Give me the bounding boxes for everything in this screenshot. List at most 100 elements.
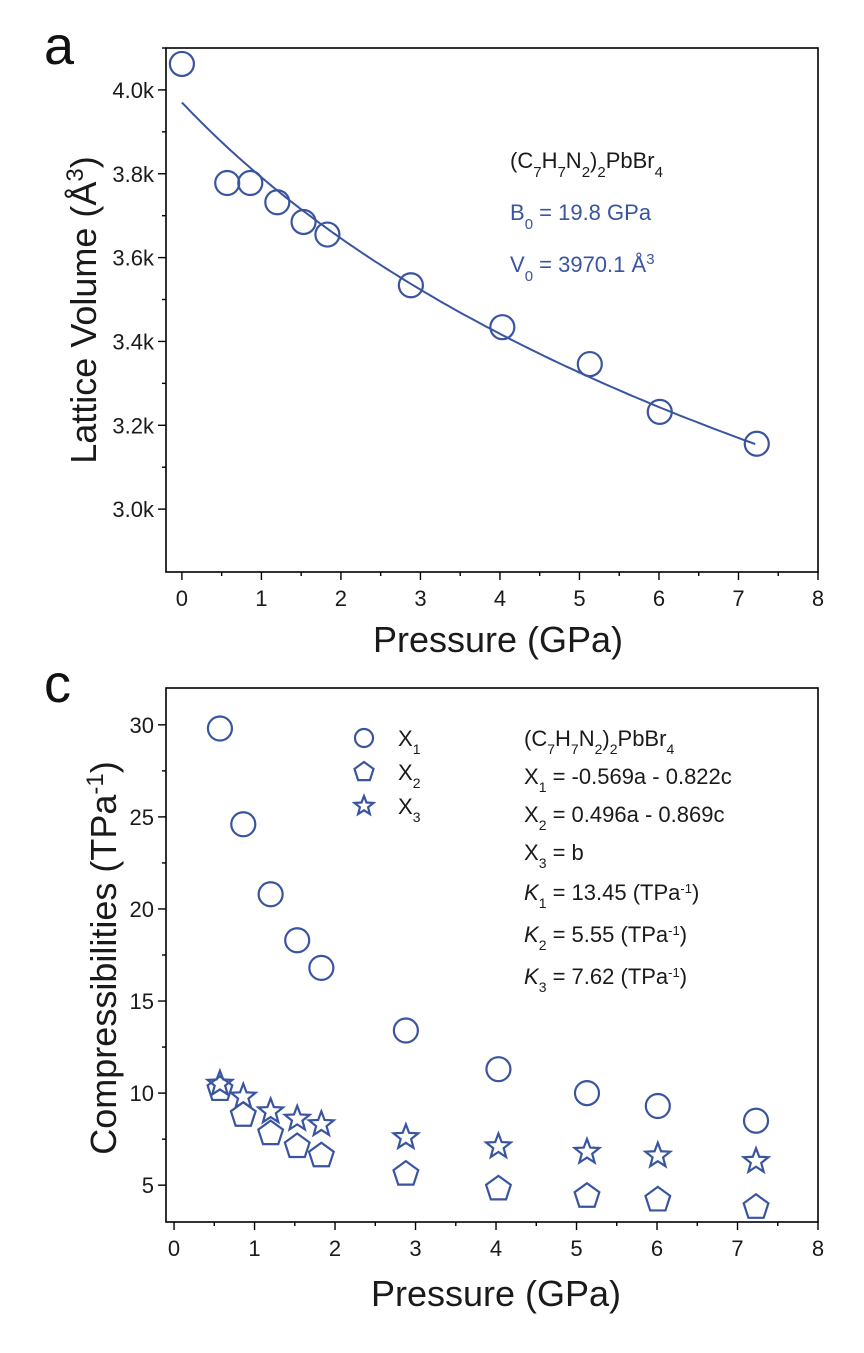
panel-c-point-x1 bbox=[308, 954, 335, 981]
panel-a: a 0 1 2 3 4 5 6 7 8 3.0k 3.2k 3.4k 3.6k 3.8k 4.0k Pres… bbox=[44, 16, 824, 660]
panel-c-x-tick-label: 4 bbox=[490, 1236, 502, 1261]
panel-c-point-x2 bbox=[644, 1185, 672, 1212]
panel-a-y-tick-label: 3.4k bbox=[112, 329, 155, 354]
panel-c-point-x3 bbox=[740, 1145, 772, 1175]
panel-c-point-x2 bbox=[742, 1192, 770, 1219]
panel-c-x-tick-label: 7 bbox=[731, 1236, 743, 1261]
panel-a-data-point bbox=[397, 272, 424, 299]
panel-c-point-x3 bbox=[571, 1135, 603, 1166]
panel-a-data-point bbox=[576, 350, 603, 378]
legend-marker-x3 bbox=[351, 792, 377, 817]
panel-c-point-x3 bbox=[204, 1067, 236, 1097]
panel-a-b0: B0 = 19.8 GPa bbox=[510, 200, 652, 233]
panel-c-y-tick-label: 25 bbox=[130, 805, 154, 830]
panel-a-x-tick-label: 1 bbox=[255, 586, 267, 611]
panel-c-point-x2 bbox=[206, 1075, 234, 1102]
panel-c-x-axis-title: Pressure (GPa) bbox=[371, 1273, 621, 1314]
panel-a-x-tick-label: 4 bbox=[494, 586, 506, 611]
panel-a-y-axis-title: Lattice Volume (Å3) bbox=[62, 156, 105, 464]
panel-c-x-tick-label: 8 bbox=[812, 1236, 824, 1261]
panel-a-y-tick-label: 3.8k bbox=[112, 162, 155, 187]
panel-c-letter: c bbox=[44, 654, 71, 714]
panel-c-point-x3 bbox=[642, 1139, 674, 1169]
panel-c-point-x1 bbox=[485, 1056, 512, 1083]
panel-a-y-tick-label: 4.0k bbox=[112, 78, 155, 103]
panel-c-x3-def: X3 = b bbox=[524, 840, 584, 871]
legend-label-x1: X1 bbox=[398, 726, 421, 757]
panel-c-point-x1 bbox=[206, 715, 234, 742]
panel-a-data-point bbox=[743, 430, 770, 457]
legend-item-x3: X3 bbox=[351, 792, 421, 825]
panel-c-point-x1 bbox=[644, 1092, 671, 1120]
panel-c-point-x3 bbox=[255, 1095, 286, 1125]
panel-c-point-x2 bbox=[229, 1100, 257, 1127]
panel-c-point-x2 bbox=[256, 1119, 285, 1146]
panel-a-x-tick-label: 6 bbox=[653, 586, 665, 611]
panel-a-x-tick-label: 8 bbox=[812, 586, 824, 611]
panel-c-x-tick-label: 0 bbox=[168, 1236, 180, 1261]
panel-a-x-tick-label: 5 bbox=[573, 586, 585, 611]
panel-a-data-point bbox=[168, 50, 196, 78]
panel-c-point-x1 bbox=[230, 811, 257, 838]
panel-a-data-point bbox=[646, 398, 673, 425]
panel-c-point-x1 bbox=[257, 881, 284, 908]
panel-c-point-x2 bbox=[392, 1159, 420, 1186]
panel-c-x-tick-label: 6 bbox=[651, 1236, 663, 1261]
legend-marker-x1 bbox=[353, 727, 375, 749]
panel-a-y-tick-label: 3.6k bbox=[112, 246, 155, 271]
panel-c-k2: K2 = 5.55 (TPa-1) bbox=[524, 922, 687, 953]
panel-c-point-x3 bbox=[227, 1080, 259, 1110]
panel-a-fit-curve bbox=[181, 101, 756, 446]
panel-c-y-tick-label: 30 bbox=[130, 713, 154, 738]
panel-a-y-tick-label: 3.2k bbox=[112, 413, 155, 438]
panel-c-point-x1 bbox=[742, 1107, 770, 1134]
panel-a-x-tick-label: 2 bbox=[335, 586, 347, 611]
panel-c-point-x2 bbox=[307, 1141, 336, 1168]
panel-a-data-point bbox=[214, 169, 241, 197]
panel-c-y-tick-label: 10 bbox=[130, 1081, 154, 1106]
panel-c-k1: K1 = 13.45 (TPa-1) bbox=[524, 880, 699, 911]
panel-a-data-point bbox=[290, 208, 317, 236]
panel-c-point-x2 bbox=[573, 1181, 601, 1208]
panel-c-point-x1 bbox=[284, 927, 311, 954]
panel-c-formula: (C7H7N2)2PbBr4 bbox=[524, 726, 674, 757]
panel-c-point-x3 bbox=[483, 1130, 514, 1160]
panel-a-y-tick-label: 3.0k bbox=[112, 497, 155, 522]
panel-a-formula: (C7H7N2)2PbBr4 bbox=[510, 148, 663, 181]
panel-a-points bbox=[168, 50, 770, 457]
panel-a-axes: 0 1 2 3 4 5 6 7 8 3.0k 3.2k 3.4k 3.6k 3.8k 4.0k bbox=[112, 47, 824, 611]
panel-a-x-tick-label: 7 bbox=[732, 586, 744, 611]
panel-c-point-x1 bbox=[573, 1080, 601, 1107]
panel-c-point-x1 bbox=[392, 1017, 419, 1044]
panel-a-data-point bbox=[264, 189, 291, 216]
panel-a-plot-frame bbox=[165, 47, 819, 573]
panel-c-k3: K3 = 7.62 (TPa-1) bbox=[524, 964, 687, 995]
panel-c-x1-def: X1 = -0.569a - 0.822c bbox=[524, 764, 732, 795]
panel-c-y-tick-label: 20 bbox=[130, 897, 154, 922]
panel-a-data-point bbox=[237, 169, 264, 197]
panel-a-letter: a bbox=[44, 16, 75, 76]
panel-c-x-tick-label: 3 bbox=[409, 1236, 421, 1261]
panel-c-points bbox=[204, 715, 772, 1219]
panel-c-x2-def: X2 = 0.496a - 0.869c bbox=[524, 802, 724, 833]
legend-label-x2: X2 bbox=[398, 760, 421, 791]
panel-c-axes: 0 1 2 3 4 5 6 7 8 5 10 15 20 25 30 bbox=[130, 687, 824, 1261]
legend-marker-x2 bbox=[353, 760, 375, 782]
panel-c-point-x3 bbox=[390, 1121, 422, 1151]
panel-c-x-tick-label: 1 bbox=[248, 1236, 260, 1261]
panel-c-y-tick-label: 5 bbox=[142, 1173, 154, 1198]
legend-item-x1: X1 bbox=[353, 726, 421, 757]
panel-c-y-tick-label: 15 bbox=[130, 989, 154, 1014]
panel-c-point-x3 bbox=[281, 1102, 313, 1132]
panel-c-point-x2 bbox=[283, 1132, 311, 1159]
panel-c-point-x3 bbox=[306, 1108, 337, 1138]
panel-c-point-x2 bbox=[484, 1174, 513, 1201]
panel-a-x-axis-title: Pressure (GPa) bbox=[373, 619, 623, 660]
panel-c: c 0 1 2 3 4 5 6 7 8 5 10 15 20 25 30 Pressure (GPa) Co… bbox=[44, 654, 824, 1314]
panel-a-data-point bbox=[314, 221, 341, 248]
panel-c-y-axis-title: Compressibilities (TPa-1) bbox=[82, 761, 125, 1154]
panel-a-data-point bbox=[489, 314, 516, 341]
panel-a-v0: V0 = 3970.1 Å3 bbox=[510, 251, 655, 285]
legend-item-x2: X2 bbox=[353, 760, 421, 791]
